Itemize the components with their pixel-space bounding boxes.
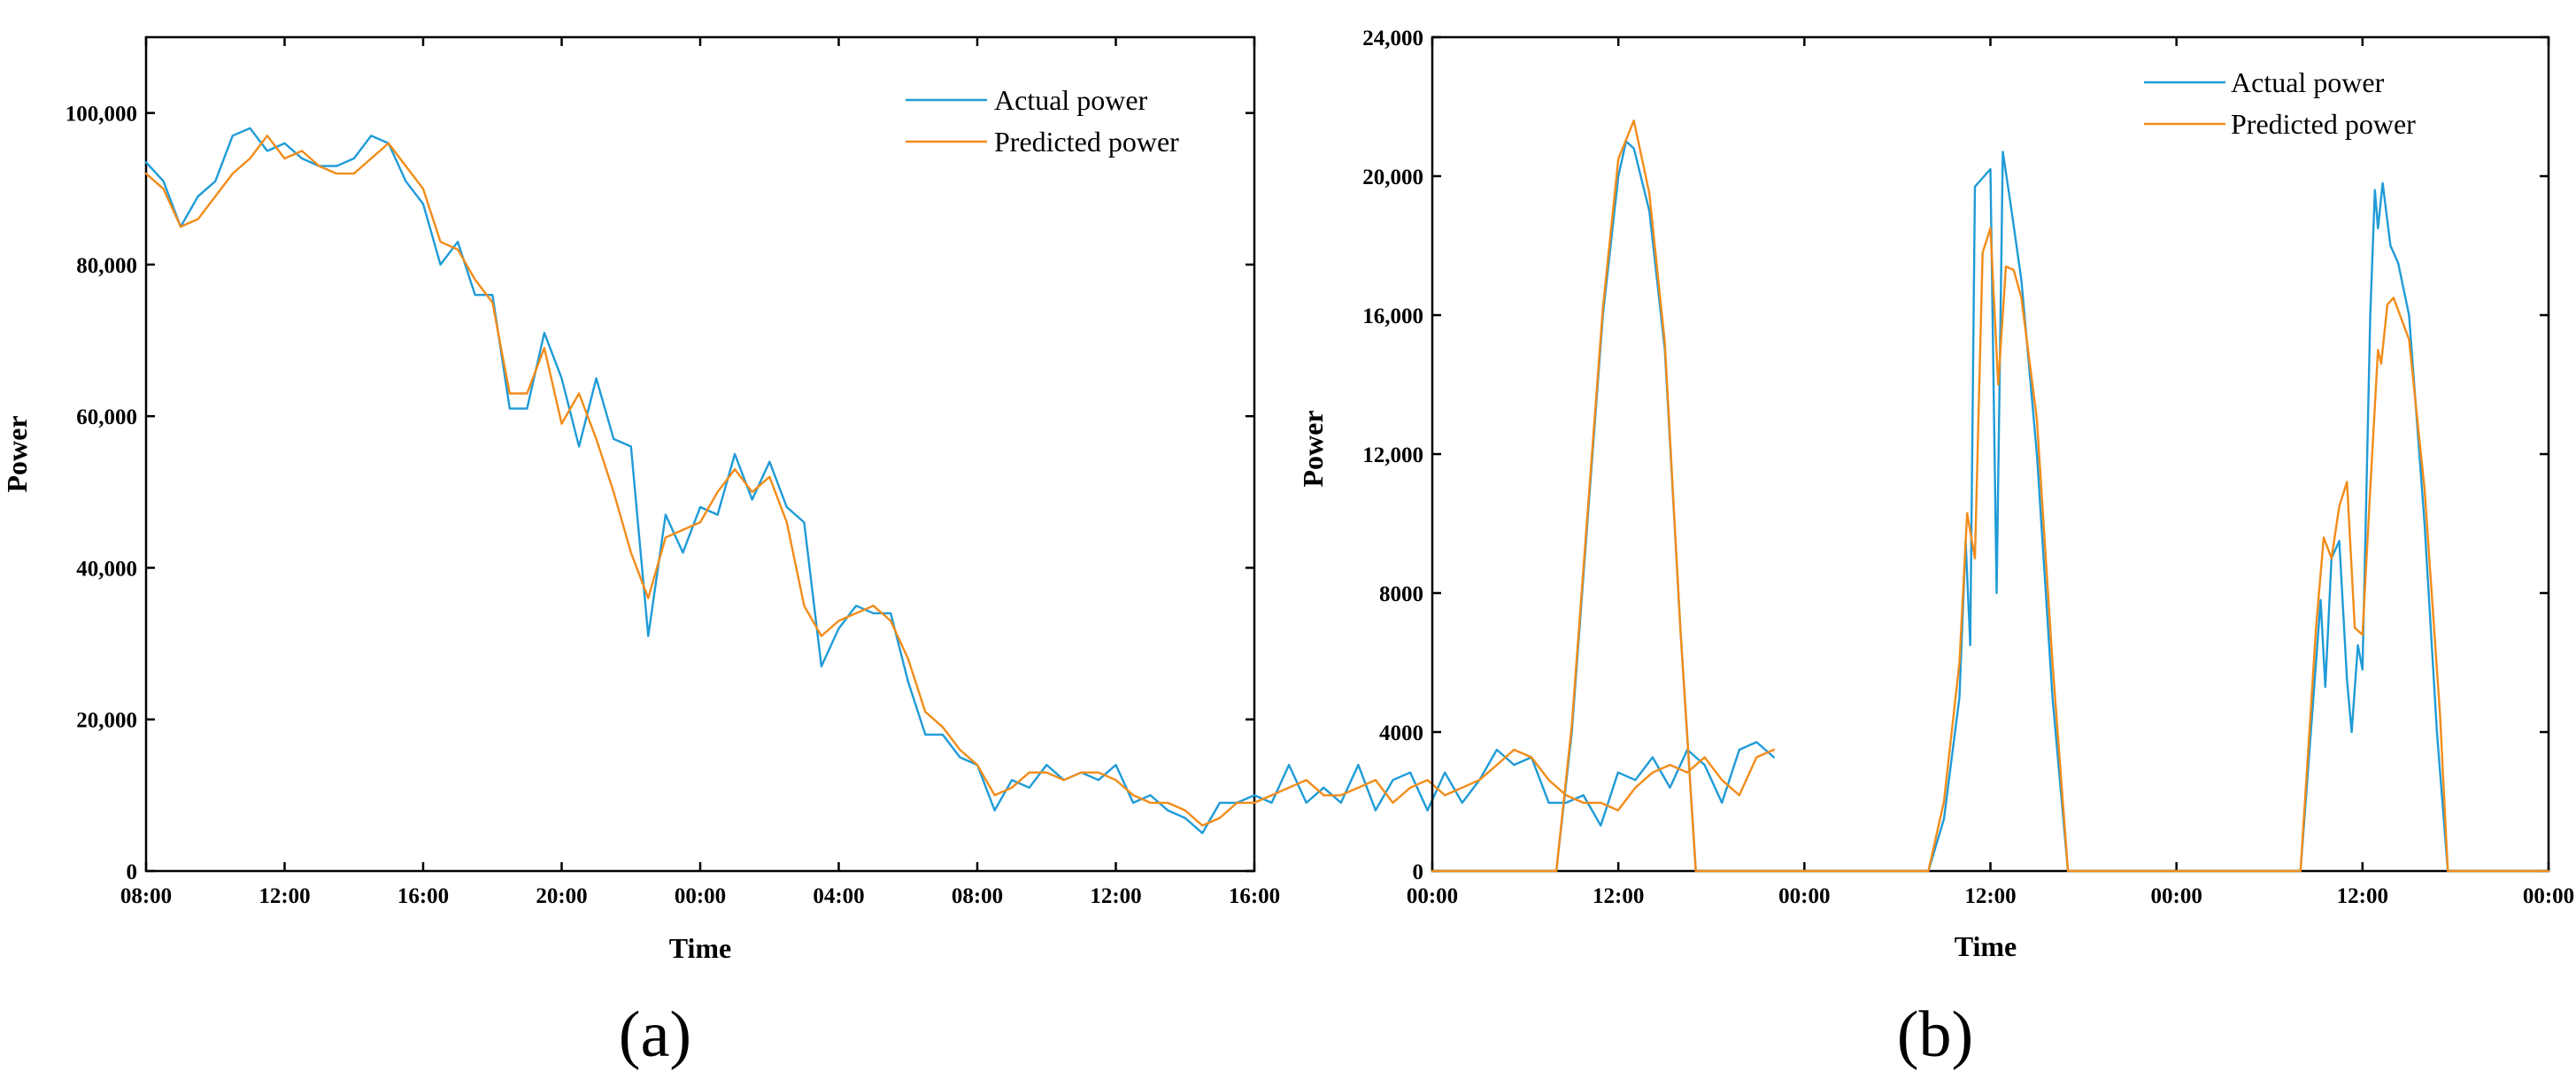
panel-b: 0 4000 8000 12,000 16,000 20,000 24,000 00:00 1… [1297,27,2574,1071]
x-axis-title-a: Time [669,932,732,964]
y-tick-label: 16,000 [1362,305,1423,328]
x-tick-label: 00:00 [2151,884,2202,908]
legend-label-actual-a: Actual power [994,84,1148,116]
y-tick-label: 0 [127,860,138,884]
x-tick-labels-a: 08:00 12:00 16:00 20:00 00:00 04:00 08:00 12:00… [120,884,1280,908]
x-tick-label: 16:00 [1229,884,1280,908]
series-line-actual-power [1431,140,2550,873]
legend-label-predicted-b: Predicted power [2231,108,2416,140]
x-tick-label: 08:00 [952,884,1003,908]
legend-a: Actual power Predicted power [906,84,1179,158]
plot-frame-b [1431,35,2550,873]
series-line-predicted-power [144,135,1776,827]
x-tick-label: 04:00 [813,884,864,908]
y-tick-label: 20,000 [1362,166,1423,189]
legend-b: Actual power Predicted power [2144,66,2416,140]
x-tick-labels-b: 00:00 12:00 00:00 12:00 00:00 12:00 00:00 [1407,884,2574,908]
y-tick-label: 8000 [1379,582,1423,606]
y-tick-label: 24,000 [1362,27,1423,50]
series-b [1431,119,2550,873]
series-a [144,127,1776,835]
tick-marks-a [144,37,1256,873]
x-tick-label: 12:00 [258,884,310,908]
panel-a: 0 20,000 40,000 60,000 80,000 100,000 08:00 12… [1,35,1776,1071]
y-axis-title-b: Power [1297,410,1329,487]
legend-label-predicted-a: Predicted power [994,126,1179,158]
x-tick-label: 08:00 [120,884,172,908]
x-tick-label: 12:00 [1593,884,1644,908]
y-tick-label: 60,000 [76,405,137,429]
x-tick-label: 00:00 [675,884,726,908]
x-tick-label: 12:00 [1964,884,2016,908]
y-axis-title-a: Power [1,415,33,492]
x-tick-label: 12:00 [2337,884,2388,908]
legend-label-actual-b: Actual power [2231,66,2385,98]
y-tick-labels-b: 0 4000 8000 12,000 16,000 20,000 24,000 [1362,27,1423,884]
y-tick-label: 4000 [1379,721,1423,745]
series-line-predicted-power [1431,119,2550,873]
panel-label-a: (a) [619,998,691,1071]
y-tick-label: 12,000 [1362,443,1423,467]
panel-label-b: (b) [1897,998,1973,1071]
x-tick-label: 16:00 [397,884,449,908]
tick-marks-b [1431,35,2550,873]
y-tick-label: 20,000 [76,709,137,733]
x-tick-label: 00:00 [1407,884,1458,908]
series-line-actual-power [144,127,1776,835]
y-tick-label: 80,000 [76,254,137,278]
y-tick-label: 100,000 [66,103,137,127]
y-tick-label: 0 [1413,860,1424,884]
x-axis-title-b: Time [1955,930,2017,962]
x-tick-label: 00:00 [1778,884,1830,908]
y-tick-labels-a: 0 20,000 40,000 60,000 80,000 100,000 [66,103,137,884]
y-tick-label: 40,000 [76,557,137,581]
x-tick-label: 00:00 [2523,884,2574,908]
x-tick-label: 20:00 [536,884,587,908]
x-tick-label: 12:00 [1090,884,1141,908]
